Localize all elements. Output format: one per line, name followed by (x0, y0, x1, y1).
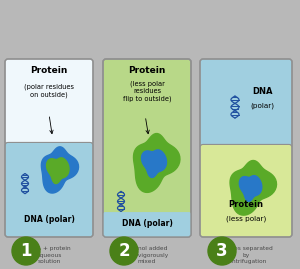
FancyBboxPatch shape (5, 143, 93, 237)
Text: Phenol added
and vigorously
mixed: Phenol added and vigorously mixed (125, 246, 169, 264)
Text: Protein: Protein (229, 200, 263, 208)
Text: Protein: Protein (128, 66, 166, 75)
Text: (polar): (polar) (250, 102, 274, 108)
Text: (less polar
residues
flip to outside): (less polar residues flip to outside) (123, 80, 171, 102)
Text: Phases separated
by
centrifugation: Phases separated by centrifugation (220, 246, 272, 264)
Text: 3: 3 (216, 242, 228, 260)
Polygon shape (230, 161, 277, 215)
FancyBboxPatch shape (5, 59, 93, 144)
Polygon shape (41, 147, 79, 193)
Polygon shape (134, 133, 180, 192)
Text: (polar residues
on outside): (polar residues on outside) (24, 84, 74, 98)
Text: DNA + protein
aqueous
solution: DNA + protein aqueous solution (28, 246, 70, 264)
Circle shape (208, 237, 236, 265)
Text: DNA (polar): DNA (polar) (122, 219, 172, 228)
FancyBboxPatch shape (103, 212, 191, 237)
Polygon shape (239, 176, 262, 201)
Text: Protein: Protein (30, 66, 68, 75)
FancyBboxPatch shape (103, 59, 191, 237)
Text: 2: 2 (118, 242, 130, 260)
Text: DNA: DNA (252, 87, 273, 95)
Polygon shape (46, 158, 69, 183)
FancyBboxPatch shape (200, 59, 292, 148)
Text: DNA (polar): DNA (polar) (24, 215, 74, 224)
Polygon shape (142, 150, 167, 178)
Text: (less polar): (less polar) (226, 216, 266, 222)
FancyBboxPatch shape (200, 144, 292, 237)
Circle shape (110, 237, 138, 265)
Text: 1: 1 (20, 242, 32, 260)
Circle shape (12, 237, 40, 265)
